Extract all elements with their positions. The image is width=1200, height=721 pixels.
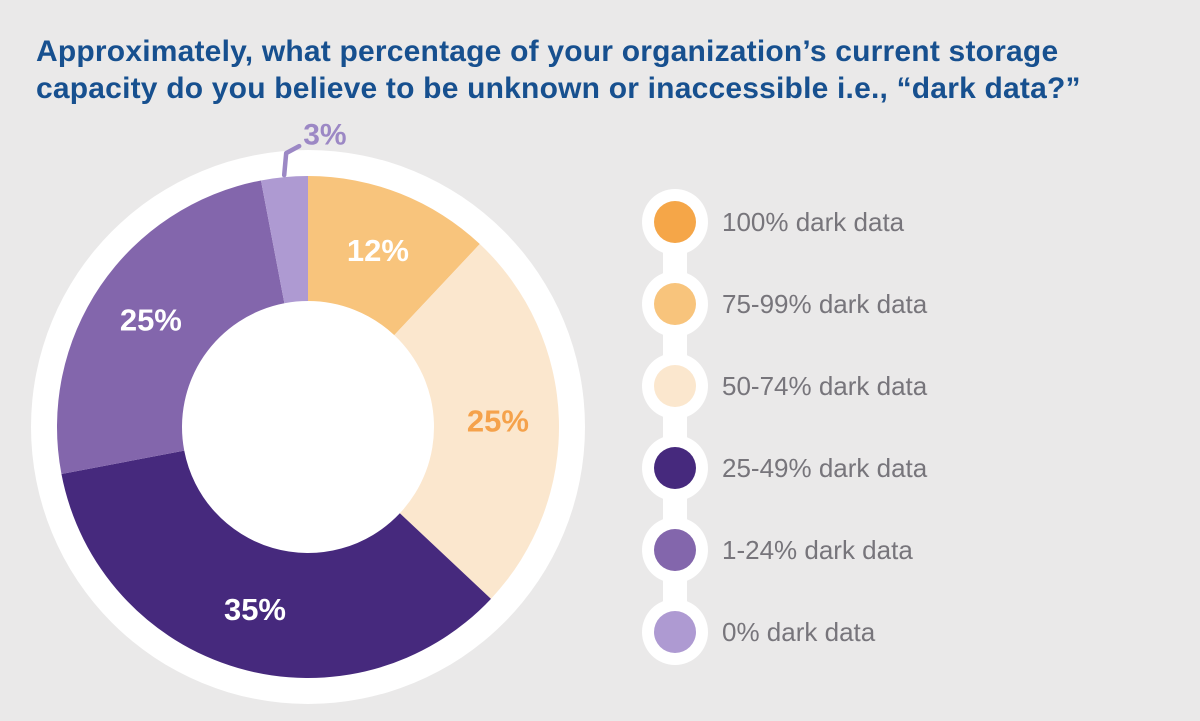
legend-item-label: 100% dark data xyxy=(722,206,905,237)
legend-item-label: 0% dark data xyxy=(722,616,876,647)
legend-color-dot xyxy=(654,283,696,325)
legend-color-dot xyxy=(654,201,696,243)
slice-label-1-24-dark-data: 25% xyxy=(120,303,182,338)
legend-item-label: 25-49% dark data xyxy=(722,452,928,483)
legend-bubble xyxy=(642,189,708,255)
callout-leader-line xyxy=(281,143,302,178)
title-line-1: Approximately, what percentage of your o… xyxy=(36,35,1059,69)
donut-slice-0-dark-data xyxy=(260,176,308,304)
donut-slice-1-24-dark-data xyxy=(56,180,285,475)
donut-slice-75-99-dark-data xyxy=(308,176,480,336)
donut-slice-50-74-dark-data xyxy=(394,244,559,599)
legend-color-dot xyxy=(654,365,696,407)
legend-item-label: 1-24% dark data xyxy=(722,534,913,565)
legend-item: 25-49% dark data xyxy=(642,435,927,501)
slice-label-25-49-dark-data: 35% xyxy=(224,592,286,627)
legend-item: 0% dark data xyxy=(642,599,875,665)
legend-bubble xyxy=(642,599,708,665)
legend-item-label: 50-74% dark data xyxy=(722,370,928,401)
legend-bubble xyxy=(642,435,708,501)
legend-item: 1-24% dark data xyxy=(642,517,913,583)
legend-item-label: 75-99% dark data xyxy=(722,288,928,319)
legend: 100% dark data 75-99% dark data 50-74% d… xyxy=(642,189,962,665)
legend-bubble xyxy=(642,271,708,337)
legend-item: 75-99% dark data xyxy=(642,271,927,337)
donut-chart: 12% 25% 35% 25% 3% xyxy=(31,119,585,704)
legend-bubble xyxy=(642,517,708,583)
slice-label-75-99-dark-data: 12% xyxy=(347,233,409,268)
legend-item: 50-74% dark data xyxy=(642,353,927,419)
slice-label-50-74-dark-data: 25% xyxy=(467,404,529,439)
legend-item: 100% dark data xyxy=(642,189,904,255)
legend-color-dot xyxy=(654,611,696,653)
legend-bubble xyxy=(642,353,708,419)
title-line-2: capacity do you believe to be unknown or… xyxy=(36,72,1081,106)
donut-slice-25-49-dark-data xyxy=(61,450,491,678)
legend-color-dot xyxy=(654,447,696,489)
chart-question-title: Approximately, what percentage of your o… xyxy=(36,33,1186,107)
legend-color-dot xyxy=(654,529,696,571)
slice-label-0-dark-data: 3% xyxy=(303,119,346,152)
